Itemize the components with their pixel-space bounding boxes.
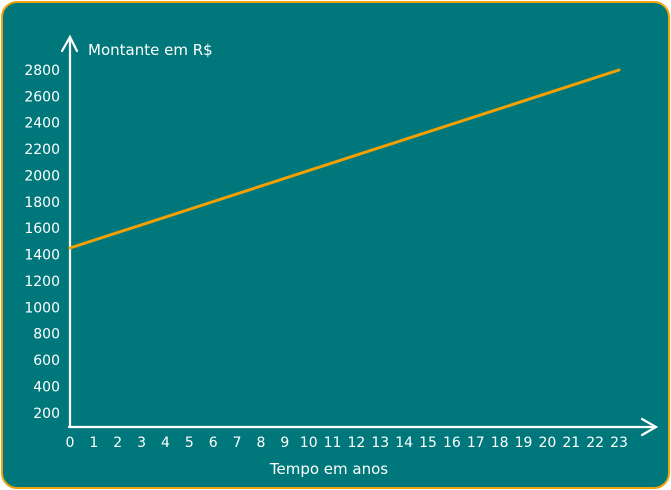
y-axis-arrow-icon — [60, 34, 79, 53]
x-tick-label: 15 — [419, 435, 437, 451]
x-tick-label: 18 — [491, 435, 509, 451]
y-tick-label: 400 — [33, 379, 60, 395]
x-tick-label: 7 — [233, 435, 242, 451]
y-tick-label: 1200 — [24, 274, 60, 290]
x-tick-label: 19 — [515, 435, 533, 451]
x-tick-label: 9 — [280, 435, 289, 451]
y-tick-label: 2600 — [24, 89, 60, 105]
x-tick-label: 4 — [161, 435, 170, 451]
axes — [60, 34, 659, 437]
x-tick-label: 5 — [185, 435, 194, 451]
x-tick-label: 10 — [300, 435, 318, 451]
y-tick-label: 1400 — [24, 248, 60, 264]
y-tick-label: 1000 — [24, 300, 60, 316]
x-tick-labels: 0 1 2 3 4 5 6 7 8 9 10 11 12 13 14 15 16 17 18 19 20 21 22 23 — [66, 435, 628, 451]
x-tick-label: 14 — [395, 435, 413, 451]
y-tick-label: 2800 — [24, 63, 60, 79]
x-tick-label: 22 — [586, 435, 604, 451]
x-tick-label: 11 — [324, 435, 342, 451]
x-tick-label: 0 — [66, 435, 75, 451]
line-chart: Montante em R$ Tempo em anos 20040060080… — [24, 34, 659, 478]
x-tick-label: 2 — [113, 435, 122, 451]
y-axis-title: Montante em R$ — [88, 41, 213, 59]
series-group — [68, 68, 621, 250]
x-tick-label: 8 — [256, 435, 265, 451]
y-tick-label: 600 — [33, 353, 60, 369]
y-tick-label: 1800 — [24, 195, 60, 211]
x-tick-label: 13 — [371, 435, 389, 451]
x-tick-label: 16 — [443, 435, 461, 451]
y-tick-label: 200 — [33, 406, 60, 422]
x-axis-arrow-icon — [640, 417, 659, 437]
x-axis-title: Tempo em anos — [269, 460, 388, 478]
y-tick-labels: 200 400 600 800 1000 1200 1400 1600 1800 2000 2200… — [24, 63, 60, 422]
series-line — [68, 68, 621, 250]
x-tick-label: 20 — [538, 435, 556, 451]
y-tick-label: 2200 — [24, 142, 60, 158]
x-tick-label: 3 — [137, 435, 146, 451]
x-tick-label: 1 — [89, 435, 98, 451]
x-tick-label: 21 — [562, 435, 580, 451]
y-tick-label: 1600 — [24, 221, 60, 237]
y-tick-label: 800 — [33, 327, 60, 343]
x-tick-label: 17 — [467, 435, 485, 451]
y-tick-label: 2000 — [24, 168, 60, 184]
x-tick-label: 6 — [209, 435, 218, 451]
y-tick-label: 2400 — [24, 116, 60, 132]
x-tick-label: 23 — [610, 435, 628, 451]
x-tick-label: 12 — [348, 435, 366, 451]
